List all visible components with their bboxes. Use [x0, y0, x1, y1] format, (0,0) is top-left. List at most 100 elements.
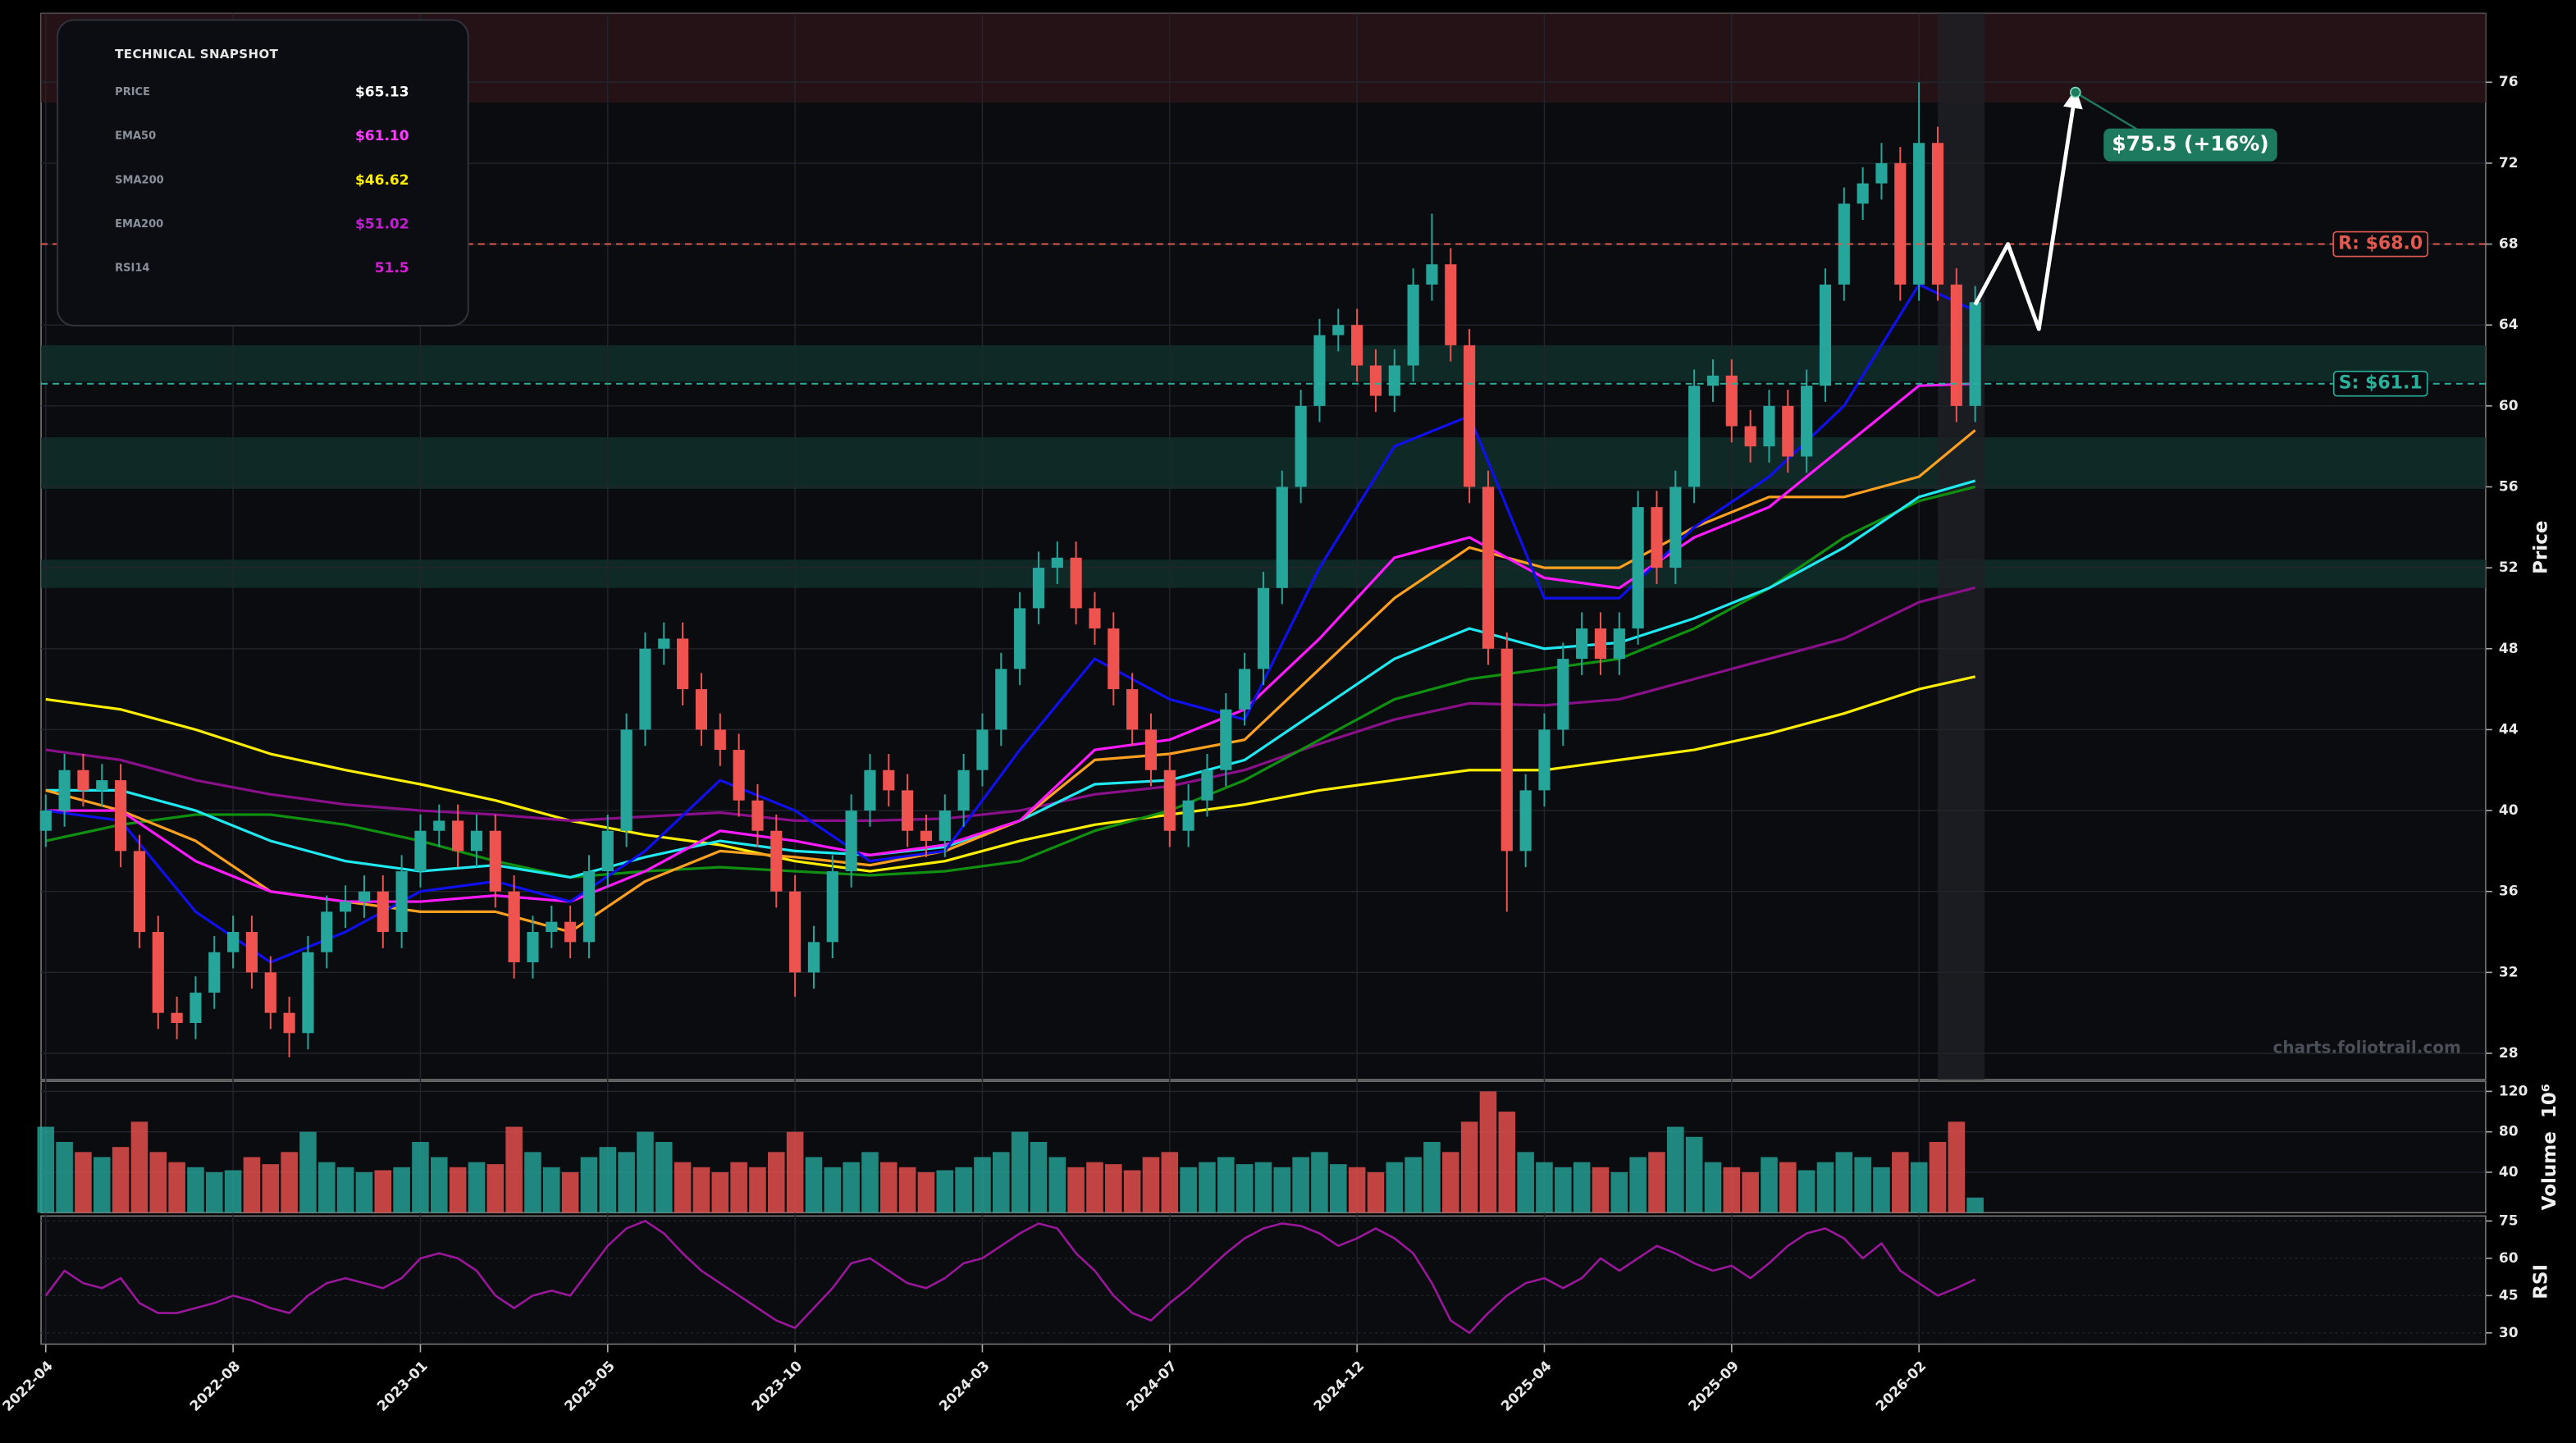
volume-bar	[1592, 1167, 1610, 1213]
candle-body	[1464, 345, 1476, 487]
candle-body	[1538, 729, 1551, 791]
volume-bar	[674, 1162, 692, 1213]
volume-multiplier: 10⁶	[2538, 1084, 2560, 1118]
candle-body	[620, 729, 633, 831]
y-tick-label: 28	[2499, 1045, 2519, 1062]
candle-body	[1388, 365, 1400, 396]
volume-bar	[618, 1152, 635, 1213]
volume-bar	[431, 1157, 448, 1213]
y-tick-label: 76	[2499, 74, 2519, 90]
candle-body	[1688, 386, 1701, 487]
candle-body	[452, 820, 464, 852]
volume-bar	[1797, 1170, 1816, 1213]
volume-bar	[786, 1131, 804, 1213]
volume-bar	[1254, 1162, 1272, 1213]
candle-body	[920, 830, 933, 842]
candle-body	[1257, 587, 1270, 669]
volume-bar	[1742, 1171, 1759, 1213]
candle-body	[1445, 264, 1457, 345]
volume-bar	[1648, 1152, 1665, 1213]
y-tick-label: 75	[2499, 1212, 2519, 1229]
candle-body	[1108, 628, 1120, 690]
candle-body	[1782, 405, 1794, 457]
candle-body	[58, 769, 71, 811]
candle-body	[433, 820, 445, 831]
volume-bar	[655, 1141, 673, 1213]
rsi-panel	[40, 1215, 2487, 1345]
candle-body	[1857, 183, 1869, 204]
y-tick-label: 52	[2499, 559, 2519, 576]
volume-bar	[486, 1164, 505, 1213]
candle-body	[733, 750, 745, 801]
candle-body	[1369, 365, 1382, 396]
highlight	[1937, 13, 1985, 1080]
volume-bar	[1479, 1091, 1497, 1213]
volume-bar	[468, 1162, 486, 1213]
volume-bar	[1105, 1164, 1122, 1213]
volume-bar	[1030, 1141, 1048, 1213]
zone	[41, 437, 2486, 489]
volume-bar	[917, 1171, 935, 1213]
candle-body	[527, 932, 539, 963]
candle-body	[995, 669, 1007, 730]
volume-bar	[1573, 1162, 1591, 1213]
candle-body	[864, 769, 876, 811]
candle-body	[321, 911, 333, 952]
volume-bar	[1048, 1157, 1066, 1213]
candle-body	[245, 932, 258, 973]
y-tick-label: 60	[2499, 1250, 2519, 1267]
snapshot-box	[57, 19, 469, 327]
candles	[37, 82, 1984, 1335]
candle-body	[377, 891, 389, 933]
snapshot-panel: TECHNICAL SNAPSHOT PRICE $65.13 EMA50 $61.1…	[57, 19, 469, 327]
candle-body	[39, 811, 52, 831]
candle-body	[133, 851, 146, 933]
volume-bar	[168, 1162, 185, 1213]
volume-bar	[561, 1171, 579, 1213]
price-axis-title: Price	[2530, 521, 2551, 574]
y-tick-label: 40	[2499, 802, 2519, 819]
volume-bar	[1311, 1152, 1328, 1213]
ma-line	[45, 283, 1976, 964]
volume-bar	[505, 1126, 523, 1213]
volume-bar	[768, 1152, 785, 1213]
candle-body	[1313, 335, 1326, 406]
candle-body	[976, 729, 989, 770]
candle-body	[601, 830, 614, 872]
snapshot-label: EMA200	[115, 218, 163, 231]
volume-bar	[1367, 1171, 1385, 1213]
volume-bar	[1704, 1162, 1722, 1213]
snapshot-label: EMA50	[115, 130, 156, 143]
ma-line	[45, 382, 1975, 903]
annotation-text: $75.5 (+16%)	[2112, 132, 2269, 156]
candle-body	[1819, 284, 1832, 386]
snapshot-title: TECHNICAL SNAPSHOT	[115, 47, 278, 62]
volume-bar	[1555, 1167, 1572, 1213]
candle-body	[1613, 628, 1625, 660]
volume-bar	[1910, 1162, 1928, 1213]
snapshot-rows: PRICE $65.13 EMA50 $61.10 SMA200 $46.62 EMA200…	[115, 84, 409, 277]
volume-bar	[1161, 1152, 1179, 1213]
candle-body	[1482, 486, 1495, 649]
candle-body	[1894, 162, 1907, 285]
y-tick-label: 120	[2499, 1083, 2528, 1099]
volume-bar	[898, 1167, 916, 1213]
candle-body	[358, 891, 371, 902]
volume-bar	[56, 1141, 73, 1213]
candle-body	[1144, 729, 1158, 770]
ma-line	[45, 675, 1975, 873]
volume-bar	[187, 1167, 204, 1213]
y-tick-label: 80	[2499, 1124, 2519, 1140]
candle-body	[883, 769, 895, 791]
volume-bar	[880, 1162, 897, 1213]
volume-bar	[412, 1141, 429, 1213]
candle-body	[1163, 769, 1176, 831]
volume-bar	[955, 1167, 972, 1213]
candle-body	[770, 830, 783, 892]
volume-bar	[206, 1171, 223, 1213]
candle-body	[77, 769, 89, 791]
volume-bar	[1348, 1167, 1366, 1213]
candle-body	[939, 811, 951, 842]
volume-bar	[37, 1126, 55, 1213]
volume-bar	[1404, 1157, 1422, 1213]
